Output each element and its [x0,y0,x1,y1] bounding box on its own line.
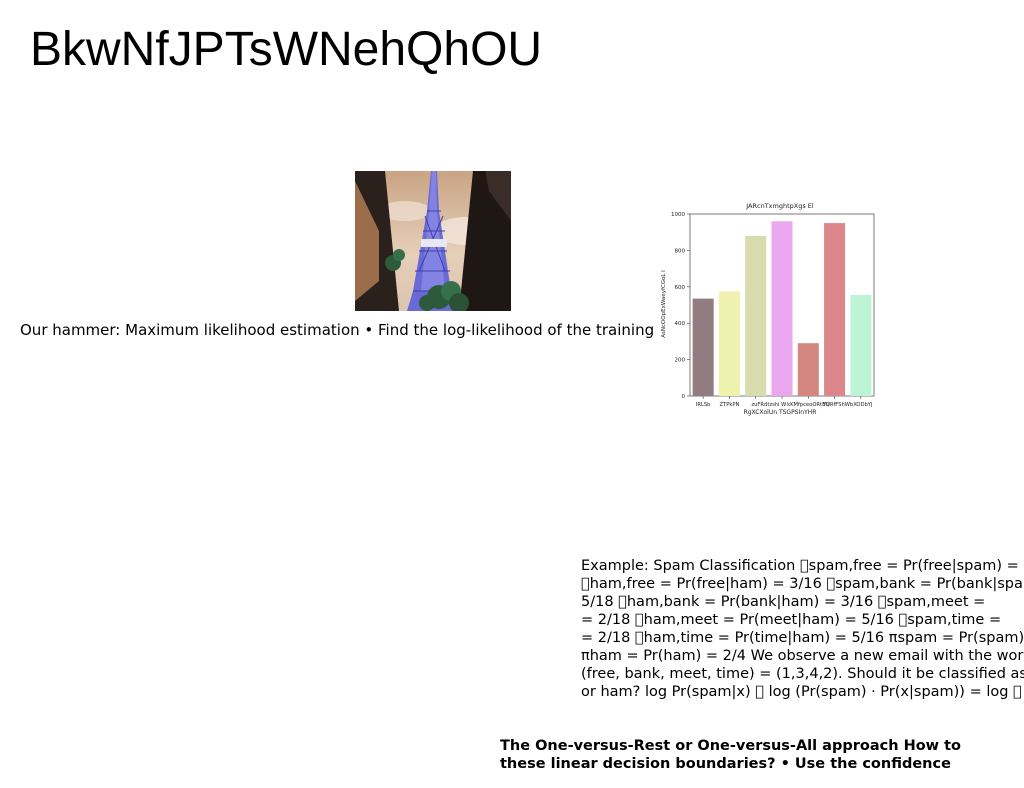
example-line:  ham,free = Pr(free|ham) = 3/16  spam,ba… [581,576,1024,592]
chart-xlabel: RgXCXolUn TSGPSInYHR [744,409,817,416]
bar [824,223,846,396]
caption-text: Our hammer: Maximum likelihood estimatio… [20,321,655,339]
y-tick-label: 0 [682,394,686,400]
x-tick-label: YURfFShWbXODbYJ [822,402,873,408]
bottom-text-block: The One-versus-Rest or One-versus-All ap… [500,737,1000,773]
bottom-line: The One-versus-Rest or One-versus-All ap… [500,738,961,754]
example-line: = 2/18  ham,meet = Pr(meet|ham) = 5/16  … [581,612,1002,628]
y-tick-label: 400 [675,321,686,327]
y-tick-label: 600 [675,285,686,291]
example-line: Example: Spam Classification  spam,free … [581,558,1019,574]
chart-title: JARcnTxmghtpXgs El [745,202,814,210]
bar [850,294,872,396]
example-line: (free, bank, meet, time) = (1,3,4,2). Sh… [581,666,1024,682]
example-line: or ham? log Pr(spam|x)   log (Pr(spam) ·… [581,684,1024,700]
example-line: 5/18  ham,bank = Pr(bank|ham) = 3/16  sp… [581,594,986,610]
tower-photo-icon [355,171,511,311]
bar-chart-svg: JARcnTxmghtpXgs El RgXCXolUn TSGPSInYHR … [661,202,875,416]
slide-title: BkwNfJPTsWNehQhOU [30,23,543,76]
y-tick-label: 200 [675,358,686,364]
bar [745,235,767,396]
bottom-line: these linear decision boundaries? • Use … [500,756,951,772]
x-tick-label: IRLSb [696,402,711,408]
y-tick-label: 800 [675,248,686,254]
bar-chart: JARcnTxmghtpXgs El RgXCXolUn TSGPSInYHR … [656,196,882,422]
bar [718,291,740,396]
chart-ylabel: AsNcOOpExWaeyfCGoL I [661,270,667,338]
bar [797,343,819,396]
x-tick-label: ZTPkPN [719,402,739,408]
y-tick-label: 1000 [671,212,685,218]
example-text-block: Example: Spam Classification  spam,free … [581,557,1024,701]
x-tick-label: zuFRdtzshi W [751,402,786,408]
bar [771,221,793,396]
bar [692,298,714,396]
example-line: = 2/18  ham,time = Pr(time|ham) = 5/16 π… [581,630,1024,646]
example-line: πham = Pr(ham) = 2/4 We observe a new em… [581,648,1024,664]
tower-photo [355,171,511,311]
x-tick-label: kKMfpceoORtEQ [787,402,829,408]
